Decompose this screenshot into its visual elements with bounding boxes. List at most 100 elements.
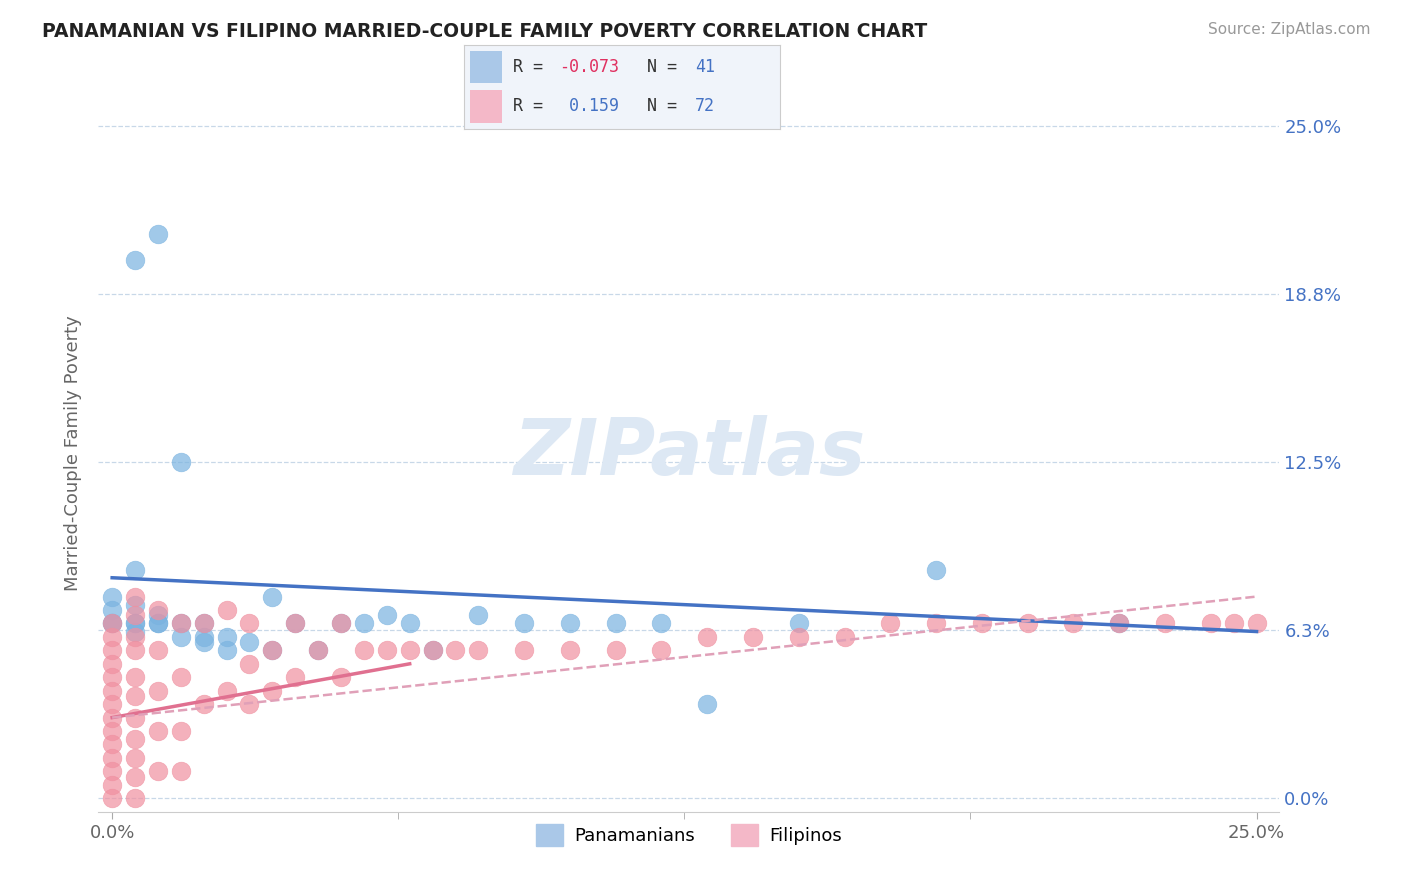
- Point: [330, 616, 353, 631]
- Point: [101, 710, 124, 724]
- Point: [101, 683, 124, 698]
- Text: ZIPatlas: ZIPatlas: [513, 415, 865, 491]
- Point: [101, 778, 124, 792]
- Point: [215, 630, 238, 644]
- Point: [101, 751, 124, 765]
- Point: [787, 630, 810, 644]
- Text: Source: ZipAtlas.com: Source: ZipAtlas.com: [1208, 22, 1371, 37]
- Point: [1199, 616, 1222, 631]
- Point: [1017, 616, 1039, 631]
- Legend: Panamanians, Filipinos: Panamanians, Filipinos: [529, 816, 849, 853]
- Point: [330, 670, 353, 684]
- Point: [650, 616, 672, 631]
- Point: [124, 751, 146, 765]
- Point: [284, 616, 307, 631]
- Point: [124, 710, 146, 724]
- Point: [124, 253, 146, 268]
- Point: [238, 657, 260, 671]
- Point: [101, 697, 124, 711]
- Point: [353, 616, 375, 631]
- Point: [605, 616, 627, 631]
- Point: [101, 643, 124, 657]
- Point: [101, 603, 124, 617]
- Point: [262, 643, 284, 657]
- Point: [170, 616, 193, 631]
- Point: [1222, 616, 1244, 631]
- Point: [101, 738, 124, 752]
- Bar: [470, 90, 502, 122]
- Point: [1108, 616, 1130, 631]
- Point: [124, 791, 146, 805]
- Point: [650, 643, 672, 657]
- Point: [215, 683, 238, 698]
- Point: [422, 643, 444, 657]
- Point: [101, 616, 124, 631]
- Point: [262, 643, 284, 657]
- Point: [124, 616, 146, 631]
- Point: [146, 764, 169, 779]
- Point: [558, 616, 581, 631]
- Point: [170, 764, 193, 779]
- Point: [124, 770, 146, 784]
- Point: [398, 616, 420, 631]
- Text: 72: 72: [695, 97, 714, 115]
- Point: [193, 635, 215, 649]
- Point: [170, 630, 193, 644]
- Text: N =: N =: [647, 97, 688, 115]
- Point: [696, 630, 718, 644]
- Point: [124, 670, 146, 684]
- Text: -0.073: -0.073: [560, 58, 619, 76]
- Point: [467, 643, 489, 657]
- Point: [444, 643, 467, 657]
- Text: PANAMANIAN VS FILIPINO MARRIED-COUPLE FAMILY POVERTY CORRELATION CHART: PANAMANIAN VS FILIPINO MARRIED-COUPLE FA…: [42, 22, 928, 41]
- Point: [925, 616, 948, 631]
- Point: [124, 624, 146, 639]
- Point: [398, 643, 420, 657]
- Point: [170, 455, 193, 469]
- Point: [558, 643, 581, 657]
- Point: [146, 724, 169, 739]
- Point: [193, 616, 215, 631]
- Point: [605, 643, 627, 657]
- Point: [101, 590, 124, 604]
- Point: [146, 616, 169, 631]
- Point: [124, 630, 146, 644]
- Point: [307, 643, 329, 657]
- Point: [101, 791, 124, 805]
- Point: [101, 724, 124, 739]
- Point: [170, 670, 193, 684]
- Text: 0.159: 0.159: [560, 97, 619, 115]
- Point: [101, 616, 124, 631]
- Point: [742, 630, 765, 644]
- Point: [193, 616, 215, 631]
- Point: [101, 764, 124, 779]
- Point: [1108, 616, 1130, 631]
- Point: [101, 657, 124, 671]
- Point: [101, 630, 124, 644]
- Point: [124, 590, 146, 604]
- Point: [925, 563, 948, 577]
- Point: [787, 616, 810, 631]
- Point: [238, 616, 260, 631]
- Point: [124, 689, 146, 703]
- Point: [146, 227, 169, 241]
- Point: [146, 683, 169, 698]
- Point: [124, 616, 146, 631]
- Point: [215, 603, 238, 617]
- Text: R =: R =: [513, 58, 553, 76]
- Point: [422, 643, 444, 657]
- Point: [513, 643, 536, 657]
- Point: [1154, 616, 1177, 631]
- Point: [513, 616, 536, 631]
- Point: [834, 630, 856, 644]
- Point: [193, 697, 215, 711]
- Point: [284, 670, 307, 684]
- Text: 41: 41: [695, 58, 714, 76]
- Y-axis label: Married-Couple Family Poverty: Married-Couple Family Poverty: [65, 315, 83, 591]
- Point: [146, 603, 169, 617]
- Point: [262, 590, 284, 604]
- Point: [284, 616, 307, 631]
- Point: [124, 608, 146, 623]
- Point: [238, 697, 260, 711]
- Point: [124, 643, 146, 657]
